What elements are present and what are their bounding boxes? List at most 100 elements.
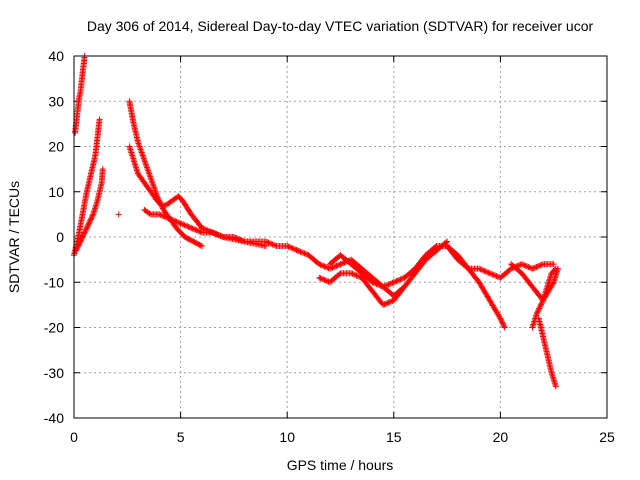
data-point: [96, 116, 103, 123]
data-point: [496, 314, 503, 321]
data-point: [84, 223, 91, 230]
y-tick-label: -30: [44, 365, 64, 381]
data-point: [330, 263, 337, 270]
data-point: [150, 182, 157, 189]
data-point: [137, 146, 144, 153]
data-point: [384, 300, 391, 307]
data-point: [390, 279, 397, 286]
data-point: [138, 148, 145, 155]
data-point: [180, 221, 187, 228]
data-point: [138, 149, 145, 156]
data-point: [394, 277, 401, 284]
data-point: [143, 163, 150, 170]
data-point: [76, 239, 83, 246]
data-point: [321, 263, 328, 270]
data-point: [141, 157, 148, 164]
data-point: [490, 271, 497, 278]
data-point: [499, 320, 506, 327]
data-point: [500, 321, 507, 328]
data-point: [380, 283, 387, 290]
series-track-m: [529, 265, 559, 331]
data-point: [485, 269, 492, 276]
data-point: [174, 219, 181, 226]
data-point: [140, 155, 147, 162]
data-point: [270, 241, 277, 248]
data-point: [489, 271, 496, 278]
data-point: [164, 214, 171, 221]
data-point: [147, 173, 154, 180]
data-point: [551, 266, 558, 273]
x-tick-label: 10: [279, 429, 295, 445]
data-point: [168, 216, 175, 223]
data-point: [144, 166, 151, 173]
data-point: [86, 219, 93, 226]
data-point: [376, 282, 383, 289]
data-point: [81, 229, 88, 236]
data-point: [139, 151, 146, 158]
data-points: [71, 53, 561, 390]
data-point: [144, 164, 151, 171]
data-point: [538, 301, 545, 308]
data-point: [338, 260, 345, 267]
data-point: [290, 245, 297, 252]
data-point: [393, 278, 400, 285]
data-point: [522, 262, 529, 269]
data-point: [398, 275, 405, 282]
data-point: [88, 213, 95, 220]
data-point: [317, 275, 324, 282]
data-point: [388, 280, 395, 287]
grid-lines: [74, 56, 607, 418]
data-point: [478, 266, 485, 273]
data-point: [321, 276, 328, 283]
data-point: [74, 244, 81, 251]
y-axis-label: SDTVAR / TECUs: [6, 181, 22, 293]
data-point: [385, 281, 392, 288]
data-point: [337, 261, 344, 268]
data-point: [301, 250, 308, 257]
data-point: [166, 215, 173, 222]
data-point: [148, 178, 155, 185]
series-track-c: [73, 166, 106, 254]
data-point: [73, 246, 80, 253]
data-point: [145, 169, 152, 176]
data-point: [234, 235, 241, 242]
data-point: [486, 270, 493, 277]
data-point: [538, 261, 545, 268]
data-point: [237, 236, 244, 243]
data-point: [141, 158, 148, 165]
data-point: [192, 226, 199, 233]
y-tick-label: 0: [56, 229, 64, 245]
data-point: [401, 283, 408, 290]
data-point: [377, 282, 384, 289]
data-point: [115, 211, 122, 218]
data-point: [188, 224, 195, 231]
data-point: [134, 138, 141, 145]
y-tick-label: 30: [48, 93, 64, 109]
data-point: [532, 264, 539, 271]
y-tick-label: -10: [44, 274, 64, 290]
data-point: [99, 166, 106, 173]
data-point: [85, 220, 92, 227]
data-point: [534, 308, 541, 315]
data-point: [146, 170, 153, 177]
data-point: [318, 275, 325, 282]
data-point: [214, 231, 221, 238]
data-point: [350, 271, 357, 278]
data-point: [265, 239, 272, 246]
data-point: [464, 264, 471, 271]
data-point: [190, 226, 197, 233]
data-point: [186, 224, 193, 231]
data-point: [82, 226, 89, 233]
x-tick-label: 25: [599, 429, 615, 445]
series-track-d: [115, 211, 122, 218]
data-point: [533, 310, 540, 317]
data-point: [88, 215, 95, 222]
data-point: [296, 248, 303, 255]
data-point: [348, 270, 355, 277]
data-point: [181, 222, 188, 229]
data-point: [189, 225, 196, 232]
data-point: [518, 261, 525, 268]
plot-frame: [73, 55, 608, 419]
data-point: [497, 315, 504, 322]
